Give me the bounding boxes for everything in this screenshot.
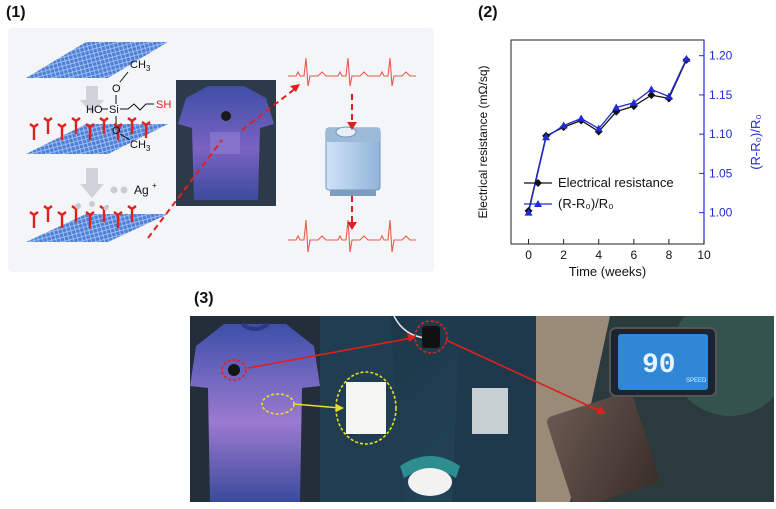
series-ratio-line — [527, 58, 688, 213]
red-dashed-arrows — [147, 87, 353, 239]
ag-ion-label: Ag — [134, 183, 149, 197]
silane-groups — [29, 117, 151, 140]
photo-inner-fabric — [320, 315, 536, 502]
ecg-trace-after — [288, 219, 416, 253]
y-right-tick-label: 1.15 — [709, 88, 733, 102]
ag-particles-icon — [110, 186, 128, 194]
photo-connector-arrows — [247, 333, 606, 414]
schematic-panel: CH 3 O HO Si SH O CH 3 Ag + — [8, 28, 434, 272]
x-tick-label: 2 — [560, 248, 567, 262]
svg-text:O: O — [112, 83, 121, 95]
y-right-tick-label: 1.00 — [709, 206, 733, 220]
sensor-button-icon — [221, 111, 231, 121]
process-arrow-2 — [80, 168, 104, 198]
y-left-axis-title: Electrical resistance (mΩ/sq) — [476, 65, 490, 218]
x-tick-label: 8 — [666, 248, 673, 262]
y-right-tick-label: 1.20 — [709, 49, 733, 63]
legend-label-ratio: (R-R₀)/R₀ — [558, 196, 614, 211]
washing-machine-icon — [325, 126, 381, 196]
series-ratio-point — [682, 54, 691, 62]
arrow-heads — [290, 84, 357, 230]
process-arrow-1 — [80, 86, 104, 114]
series-ratio-point — [559, 121, 568, 129]
legend-marker-resistance — [534, 179, 542, 187]
svg-text:3: 3 — [146, 64, 151, 73]
wearable-photo-strip: 90 SPEED — [190, 296, 776, 508]
y-right-axis-title: (R-R₀)/R₀ — [748, 114, 763, 170]
plot-frame — [510, 39, 705, 245]
ag-ion-charge: + — [152, 181, 157, 190]
y-right-tick-label: 1.10 — [709, 127, 733, 141]
y-right-tick-label: 1.05 — [709, 166, 733, 180]
svg-text:CH: CH — [130, 139, 146, 151]
svg-text:Si: Si — [109, 104, 119, 116]
series-ratio-point — [629, 98, 638, 106]
electrode-left — [346, 382, 386, 434]
x-tick-label: 6 — [630, 248, 637, 262]
series-ratio-point — [647, 85, 656, 93]
svg-text:CH: CH — [130, 59, 146, 71]
photo-phone: 90 SPEED — [536, 296, 776, 508]
electrode-right — [472, 388, 508, 434]
x-tick-label: 0 — [525, 248, 532, 262]
series-ratio-point — [594, 124, 603, 132]
panel-label-3: (3) — [194, 290, 214, 307]
series-ratio-point — [577, 114, 586, 122]
series-resistance-point — [647, 91, 656, 100]
speedometer-screen — [618, 334, 708, 390]
sensor-button-icon — [228, 364, 240, 376]
silane-molecule: CH 3 O HO Si SH O CH 3 — [86, 59, 171, 153]
wearable-photos: 90 SPEED — [190, 296, 776, 508]
speed-value: 90 — [642, 350, 676, 381]
series-ratio-point — [524, 208, 533, 216]
fabric-sheet-1 — [26, 42, 168, 78]
tshirt-photo — [176, 80, 276, 206]
svg-text:SH: SH — [156, 99, 171, 111]
svg-text:3: 3 — [146, 144, 151, 153]
series-ratio-point — [612, 103, 621, 111]
x-tick-label: 10 — [697, 248, 711, 262]
silver-particles — [75, 201, 109, 211]
speed-label: SPEED — [686, 378, 707, 384]
sensor-module-icon — [422, 326, 440, 348]
legend-label-resistance: Electrical resistance — [558, 175, 674, 190]
schematic-figure: CH 3 O HO Si SH O CH 3 Ag + — [26, 42, 416, 253]
panel-label-2: (2) — [478, 4, 498, 21]
series-ratio-point — [542, 133, 551, 141]
svg-text:HO: HO — [86, 104, 103, 116]
panel-label-1: (1) — [6, 4, 26, 21]
series-ratio-point — [664, 92, 673, 100]
svg-text:O: O — [112, 125, 121, 137]
ecg-trace-before — [288, 57, 416, 87]
x-axis-title: Time (weeks) — [569, 264, 647, 279]
legend-marker-ratio — [534, 200, 542, 207]
resistance-chart: Time (weeks) Electrical resistance (mΩ/sq… — [476, 39, 763, 279]
x-tick-label: 4 — [595, 248, 602, 262]
photo-shirt — [190, 316, 320, 502]
smartphone-icon — [546, 392, 660, 508]
